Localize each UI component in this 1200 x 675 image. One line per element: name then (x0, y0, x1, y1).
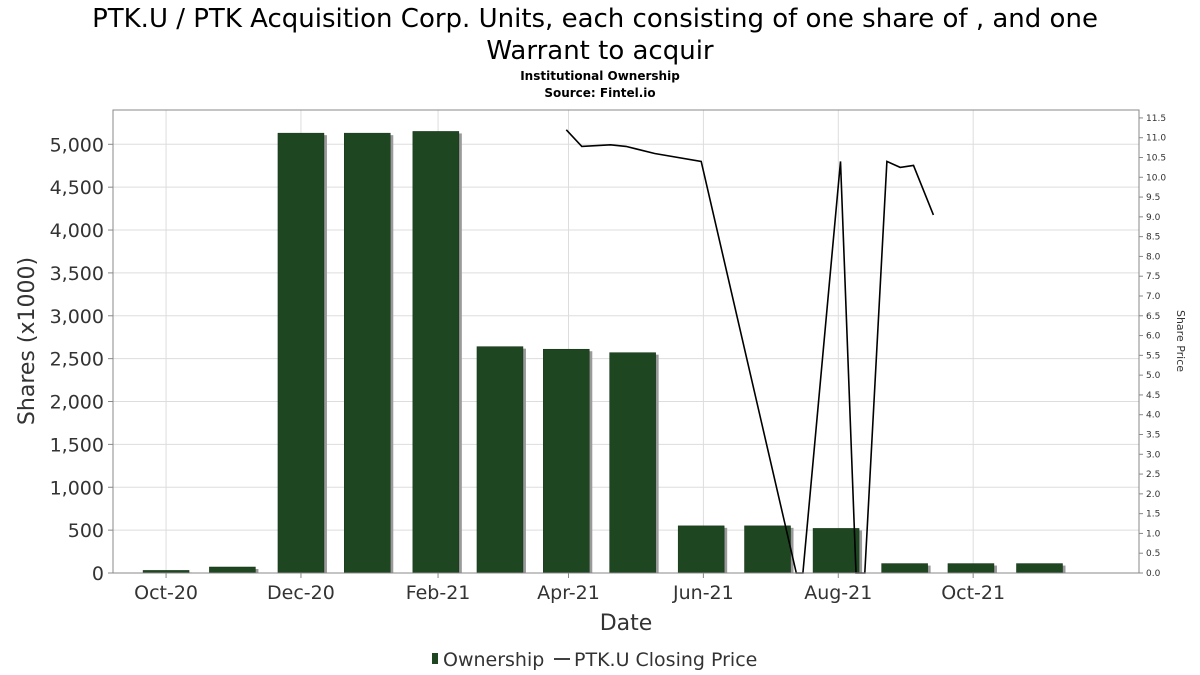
ownership-bars (142, 131, 1066, 574)
ownership-bar (947, 563, 995, 574)
right-tick-label: 3.5 (1146, 430, 1160, 440)
ownership-bar (609, 352, 656, 574)
right-tick-label: 1.5 (1146, 510, 1160, 520)
right-tick-label: 4.0 (1146, 411, 1161, 421)
x-axis-label: Date (600, 611, 653, 636)
chart-title-line1: PTK.U / PTK Acquisition Corp. Units, eac… (92, 4, 1098, 34)
right-tick-label: 11.0 (1146, 134, 1166, 144)
x-tick-label: Aug-21 (804, 582, 872, 604)
x-tick-label: Apr-21 (537, 582, 600, 604)
left-tick-label: 3,500 (50, 263, 104, 285)
ownership-bar (1016, 563, 1063, 574)
right-tick-label: 6.0 (1146, 332, 1161, 342)
chart-subtitle: Institutional Ownership (520, 69, 680, 83)
left-tick-label: 2,500 (50, 349, 104, 371)
x-tick-label: Dec-20 (267, 582, 335, 604)
ownership-bar (744, 525, 791, 574)
x-tick-label: Jun-21 (672, 582, 734, 604)
right-tick-label: 10.5 (1146, 153, 1166, 163)
ownership-bar (543, 348, 590, 574)
right-tick-label: 9.5 (1146, 193, 1160, 203)
left-tick-label: 4,500 (50, 177, 104, 199)
chart-title-line2: Warrant to acquir (486, 36, 714, 66)
left-axis-ticks: 0 500 1,000 1,500 2,000 2,500 3,000 3,500 4,000 4… (50, 134, 113, 585)
right-tick-label: 2.5 (1146, 470, 1160, 480)
right-tick-label: 5.5 (1146, 351, 1160, 361)
y2-axis-label: Share Price (1174, 310, 1187, 372)
right-tick-label: 8.0 (1146, 252, 1161, 262)
ownership-bar (677, 525, 725, 574)
left-tick-label: 1,500 (50, 434, 104, 456)
y-axis-label: Shares (x1000) (15, 257, 40, 425)
ownership-bar (277, 132, 325, 574)
right-tick-label: 7.5 (1146, 272, 1160, 282)
x-tick-label: Feb-21 (406, 582, 471, 604)
right-tick-label: 0.0 (1146, 569, 1161, 579)
right-tick-label: 2.0 (1146, 490, 1161, 500)
legend-label-ownership: Ownership (443, 649, 544, 671)
right-tick-label: 4.5 (1146, 391, 1160, 401)
right-tick-label: 11.5 (1146, 114, 1166, 124)
right-tick-label: 3.0 (1146, 450, 1161, 460)
ownership-bar (812, 528, 860, 574)
right-tick-label: 1.0 (1146, 529, 1161, 539)
ownership-bar (412, 131, 460, 574)
x-tick-label: Oct-20 (134, 582, 198, 604)
ownership-bar (881, 563, 928, 574)
right-tick-label: 5.0 (1146, 371, 1161, 381)
left-tick-label: 3,000 (50, 306, 104, 328)
right-axis-ticks: 0.0 0.5 1.0 1.5 2.0 2.5 3.0 3.5 4.0 4.5 5.0 5.5 6.0 6… (1139, 114, 1166, 579)
legend: Ownership PTK.U Closing Price (432, 649, 757, 671)
left-tick-label: 2,000 (50, 392, 104, 414)
right-tick-label: 7.0 (1146, 292, 1161, 302)
left-tick-label: 5,000 (50, 134, 104, 156)
x-axis-ticks: Oct-20 Dec-20 Feb-21 Apr-21 Jun-21 Aug-21 Oct-… (134, 573, 1005, 604)
ownership-bar (476, 346, 524, 574)
right-tick-label: 8.5 (1146, 233, 1160, 243)
right-tick-label: 10.0 (1146, 173, 1166, 183)
right-tick-label: 6.5 (1146, 312, 1160, 322)
ownership-bar (344, 132, 391, 574)
plot-frame (112, 109, 1140, 574)
chart-source: Source: Fintel.io (544, 86, 655, 100)
left-tick-label: 4,000 (50, 220, 104, 242)
right-tick-label: 9.0 (1146, 213, 1161, 223)
left-tick-label: 0 (92, 563, 104, 585)
ownership-bar (209, 566, 256, 574)
legend-swatch-ownership (432, 653, 438, 664)
right-tick-label: 0.5 (1146, 549, 1160, 559)
legend-label-price: PTK.U Closing Price (574, 649, 757, 671)
x-tick-label: Oct-21 (941, 582, 1005, 604)
left-tick-label: 1,000 (50, 477, 104, 499)
left-tick-label: 500 (68, 520, 104, 542)
